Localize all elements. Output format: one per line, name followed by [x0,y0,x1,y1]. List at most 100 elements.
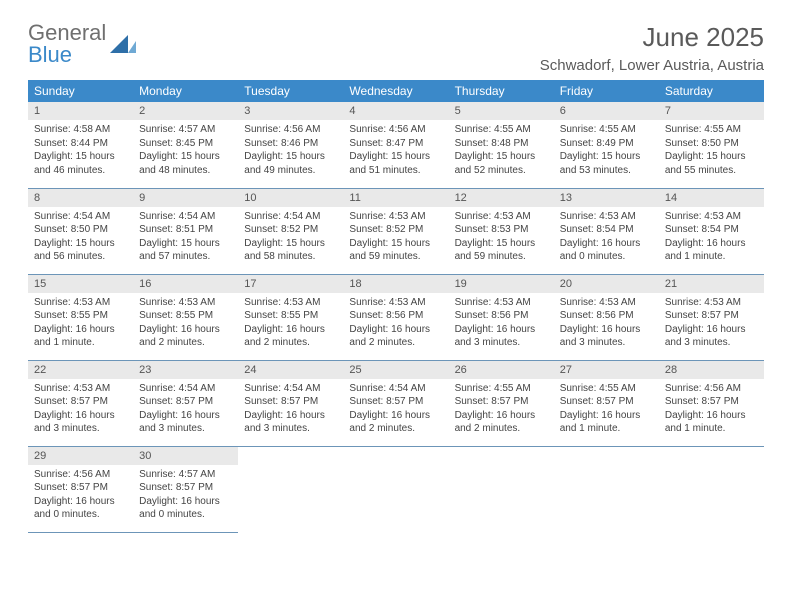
day-number: 3 [238,102,343,120]
page-title: June 2025 [540,22,764,53]
sunrise-line: Sunrise: 4:53 AM [34,296,127,310]
sunset-line: Sunset: 8:52 PM [349,223,442,237]
calendar-cell: 28Sunrise: 4:56 AMSunset: 8:57 PMDayligh… [659,360,764,446]
daylight-line: Daylight: 16 hours and 2 minutes. [455,409,548,436]
day-details: Sunrise: 4:53 AMSunset: 8:56 PMDaylight:… [449,293,554,356]
day-details: Sunrise: 4:57 AMSunset: 8:57 PMDaylight:… [133,465,238,528]
sunrise-line: Sunrise: 4:53 AM [34,382,127,396]
sunset-line: Sunset: 8:47 PM [349,137,442,151]
sunrise-line: Sunrise: 4:56 AM [244,123,337,137]
sunset-line: Sunset: 8:55 PM [34,309,127,323]
day-number: 4 [343,102,448,120]
day-details: Sunrise: 4:53 AMSunset: 8:55 PMDaylight:… [133,293,238,356]
header: General Blue June 2025 Schwadorf, Lower … [28,22,764,74]
daylight-line: Daylight: 15 hours and 59 minutes. [455,237,548,264]
sunset-line: Sunset: 8:57 PM [665,395,758,409]
daylight-line: Daylight: 16 hours and 0 minutes. [560,237,653,264]
day-number: 11 [343,189,448,207]
day-details: Sunrise: 4:53 AMSunset: 8:55 PMDaylight:… [238,293,343,356]
sunrise-line: Sunrise: 4:55 AM [455,382,548,396]
day-details: Sunrise: 4:54 AMSunset: 8:50 PMDaylight:… [28,207,133,270]
calendar-row: 8Sunrise: 4:54 AMSunset: 8:50 PMDaylight… [28,188,764,274]
day-number: 2 [133,102,238,120]
calendar-cell: 30Sunrise: 4:57 AMSunset: 8:57 PMDayligh… [133,446,238,532]
day-details: Sunrise: 4:53 AMSunset: 8:54 PMDaylight:… [659,207,764,270]
calendar-cell: 10 Sunrise: 4:54 AMSunset: 8:52 PMDayligh… [238,188,343,274]
calendar-cell: 24Sunrise: 4:54 AMSunset: 8:57 PMDayligh… [238,360,343,446]
day-number: 22 [28,361,133,379]
sunset-line: Sunset: 8:55 PM [244,309,337,323]
sunset-line: Sunset: 8:56 PM [349,309,442,323]
logo: General Blue [28,22,136,66]
day-number: 9 [133,189,238,207]
weekday-header: Saturday [659,80,764,102]
sunset-line: Sunset: 8:57 PM [665,309,758,323]
calendar-cell: 7Sunrise: 4:55 AMSunset: 8:50 PMDaylight… [659,102,764,188]
day-details: Sunrise: 4:57 AMSunset: 8:45 PMDaylight:… [133,120,238,183]
sunrise-line: Sunrise: 4:53 AM [349,210,442,224]
calendar-cell: .. [238,446,343,532]
calendar-cell: 13Sunrise: 4:53 AMSunset: 8:54 PMDayligh… [554,188,659,274]
sunrise-line: Sunrise: 4:53 AM [560,210,653,224]
title-block: June 2025 Schwadorf, Lower Austria, Aust… [540,22,764,74]
sunrise-line: Sunrise: 4:53 AM [244,296,337,310]
sunset-line: Sunset: 8:55 PM [139,309,232,323]
sunset-line: Sunset: 8:52 PM [244,223,337,237]
page: General Blue June 2025 Schwadorf, Lower … [0,0,792,555]
sunrise-line: Sunrise: 4:54 AM [139,382,232,396]
day-number: 15 [28,275,133,293]
sunrise-line: Sunrise: 4:54 AM [244,382,337,396]
weekday-header: Friday [554,80,659,102]
daylight-line: Daylight: 16 hours and 3 minutes. [560,323,653,350]
daylight-line: Daylight: 15 hours and 58 minutes. [244,237,337,264]
weekday-header: Sunday [28,80,133,102]
day-details: Sunrise: 4:53 AMSunset: 8:52 PMDaylight:… [343,207,448,270]
daylight-line: Daylight: 16 hours and 1 minute. [34,323,127,350]
day-details: Sunrise: 4:54 AMSunset: 8:51 PMDaylight:… [133,207,238,270]
daylight-line: Daylight: 15 hours and 49 minutes. [244,150,337,177]
sunset-line: Sunset: 8:51 PM [139,223,232,237]
calendar-cell: 29Sunrise: 4:56 AMSunset: 8:57 PMDayligh… [28,446,133,532]
sunrise-line: Sunrise: 4:53 AM [665,210,758,224]
daylight-line: Daylight: 15 hours and 57 minutes. [139,237,232,264]
calendar-body: 1Sunrise: 4:58 AMSunset: 8:44 PMDaylight… [28,102,764,532]
calendar-cell: 21Sunrise: 4:53 AMSunset: 8:57 PMDayligh… [659,274,764,360]
weekday-header: Tuesday [238,80,343,102]
sunset-line: Sunset: 8:45 PM [139,137,232,151]
daylight-line: Daylight: 15 hours and 48 minutes. [139,150,232,177]
calendar-cell: .. [554,446,659,532]
sunrise-line: Sunrise: 4:54 AM [349,382,442,396]
day-number: 16 [133,275,238,293]
sunrise-line: Sunrise: 4:55 AM [560,382,653,396]
day-details: Sunrise: 4:53 AMSunset: 8:55 PMDaylight:… [28,293,133,356]
day-number: 29 [28,447,133,465]
day-details: Sunrise: 4:53 AMSunset: 8:54 PMDaylight:… [554,207,659,270]
sunrise-line: Sunrise: 4:57 AM [139,468,232,482]
day-number: 10 [238,189,343,207]
day-details: Sunrise: 4:53 AMSunset: 8:57 PMDaylight:… [28,379,133,442]
calendar-cell: 16Sunrise: 4:53 AMSunset: 8:55 PMDayligh… [133,274,238,360]
daylight-line: Daylight: 16 hours and 2 minutes. [349,323,442,350]
sunrise-line: Sunrise: 4:54 AM [244,210,337,224]
calendar-cell: 3Sunrise: 4:56 AMSunset: 8:46 PMDaylight… [238,102,343,188]
calendar-cell: 18Sunrise: 4:53 AMSunset: 8:56 PMDayligh… [343,274,448,360]
day-number: 21 [659,275,764,293]
day-number: 27 [554,361,659,379]
day-number: 26 [449,361,554,379]
calendar-cell: 27Sunrise: 4:55 AMSunset: 8:57 PMDayligh… [554,360,659,446]
sunset-line: Sunset: 8:57 PM [34,395,127,409]
day-details: Sunrise: 4:55 AMSunset: 8:57 PMDaylight:… [449,379,554,442]
daylight-line: Daylight: 15 hours and 55 minutes. [665,150,758,177]
calendar-cell: .. [659,446,764,532]
day-number: 18 [343,275,448,293]
daylight-line: Daylight: 16 hours and 2 minutes. [139,323,232,350]
day-details: Sunrise: 4:54 AMSunset: 8:57 PMDaylight:… [343,379,448,442]
sunrise-line: Sunrise: 4:56 AM [349,123,442,137]
weekday-header: Wednesday [343,80,448,102]
calendar-cell: 22Sunrise: 4:53 AMSunset: 8:57 PMDayligh… [28,360,133,446]
daylight-line: Daylight: 16 hours and 3 minutes. [665,323,758,350]
daylight-line: Daylight: 15 hours and 46 minutes. [34,150,127,177]
daylight-line: Daylight: 15 hours and 53 minutes. [560,150,653,177]
sunrise-line: Sunrise: 4:58 AM [34,123,127,137]
daylight-line: Daylight: 16 hours and 1 minute. [665,237,758,264]
